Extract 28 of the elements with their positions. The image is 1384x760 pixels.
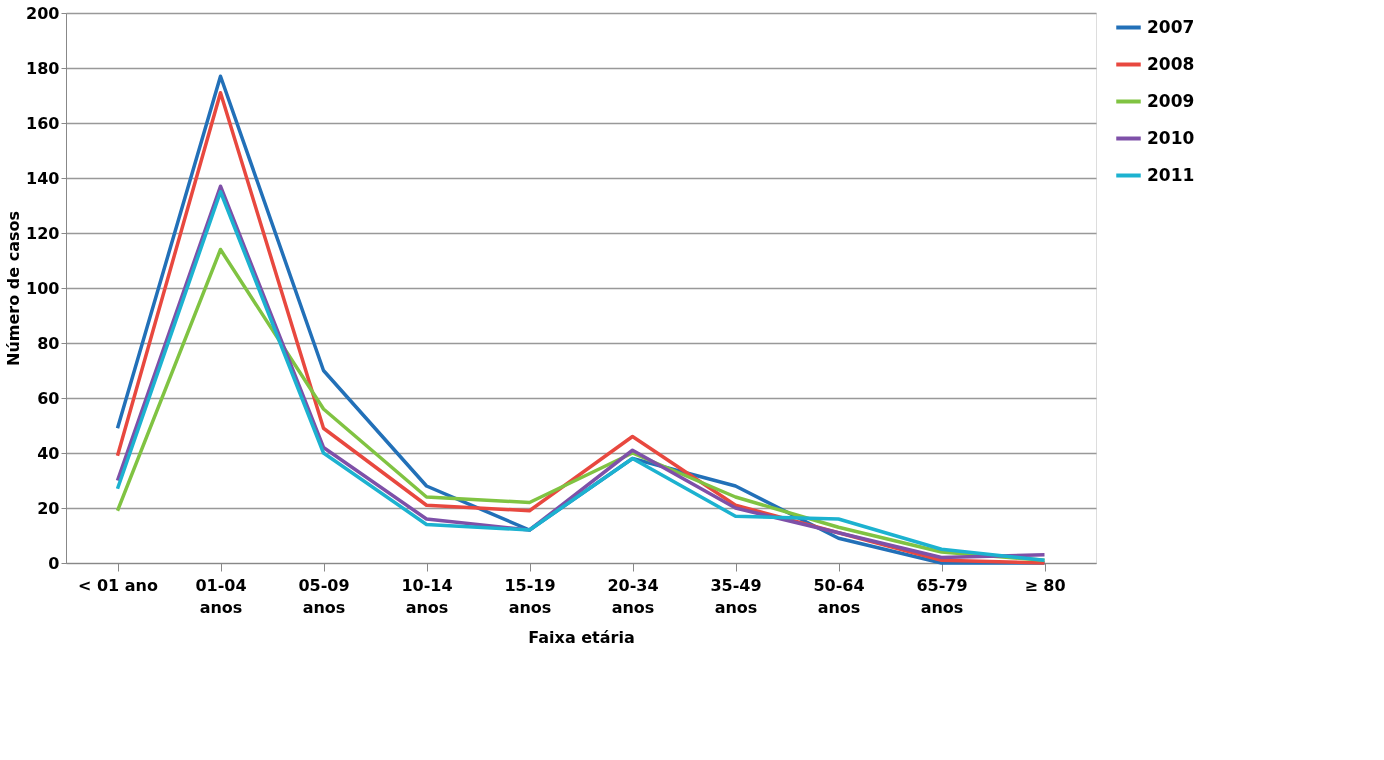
y-axis-title: Número de casos — [4, 211, 24, 366]
legend-label: 2009 — [1147, 90, 1195, 111]
y-tick-label: 180 — [26, 58, 60, 78]
y-tick-label: 40 — [37, 443, 60, 463]
legend-label: 2010 — [1147, 127, 1195, 148]
y-tick-label: 100 — [26, 278, 60, 298]
x-tick-label: 10-14 anos — [401, 575, 453, 617]
legend-label: 2011 — [1147, 164, 1195, 185]
x-tick-label: ≥ 80 — [1024, 575, 1066, 595]
y-tick-label: 60 — [37, 388, 60, 408]
x-tick-label: 05-09 anos — [298, 575, 350, 617]
y-tick-label: 120 — [26, 223, 60, 243]
y-tick-label: 160 — [26, 113, 60, 133]
x-tick-label: 35-49 anos — [710, 575, 762, 617]
x-tick-label: 50-64 anos — [813, 575, 865, 617]
y-tick-label: 140 — [26, 168, 60, 188]
x-tick-label: 15-19 anos — [504, 575, 556, 617]
legend-label: 2008 — [1147, 53, 1195, 74]
legend-label: 2007 — [1147, 16, 1195, 37]
x-tick-label: 20-34 anos — [607, 575, 659, 617]
y-tick-label: 200 — [26, 3, 60, 23]
x-tick-label: < 01 ano — [78, 575, 158, 595]
x-tick-label: 65-79 anos — [916, 575, 968, 617]
y-tick-label: 0 — [48, 553, 60, 573]
x-axis-title: Faixa etária — [528, 627, 635, 647]
y-tick-label: 20 — [37, 498, 60, 518]
y-tick-label: 80 — [37, 333, 60, 353]
x-tick-label: 01-04 anos — [195, 575, 247, 617]
